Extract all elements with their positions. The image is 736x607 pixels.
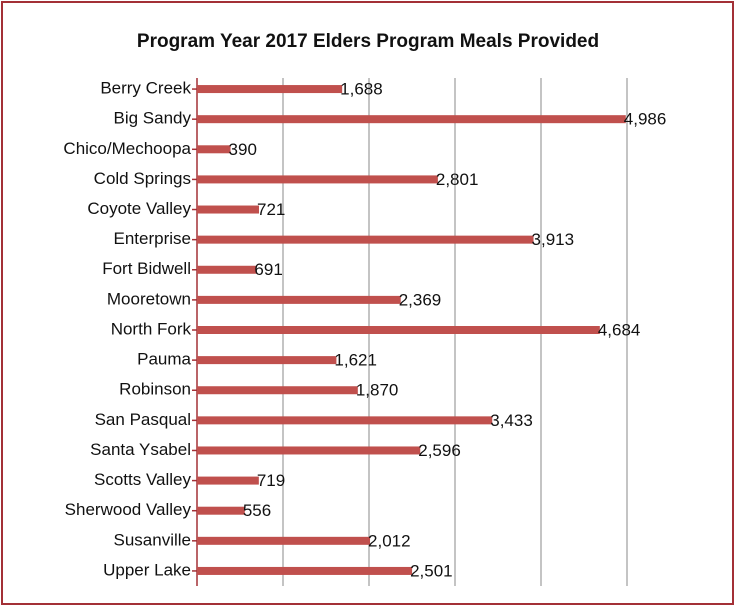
bar bbox=[197, 326, 600, 334]
data-label: 2,801 bbox=[436, 170, 479, 189]
data-label: 1,688 bbox=[340, 80, 383, 99]
data-label: 4,684 bbox=[598, 320, 641, 339]
y-tick-label: Coyote Valley bbox=[87, 199, 191, 218]
y-tick-label: Cold Springs bbox=[94, 169, 191, 188]
chart-title: Program Year 2017 Elders Program Meals P… bbox=[137, 31, 599, 52]
data-label: 691 bbox=[254, 260, 282, 279]
y-tick-label: Enterprise bbox=[114, 229, 191, 248]
y-tick-label: Scotts Valley bbox=[94, 470, 192, 489]
data-label: 1,870 bbox=[356, 381, 399, 400]
bar bbox=[197, 115, 626, 124]
data-label: 719 bbox=[257, 471, 285, 490]
y-tick-label: Santa Ysabel bbox=[90, 440, 191, 459]
bar bbox=[197, 295, 401, 304]
bar bbox=[197, 356, 337, 365]
bar bbox=[197, 416, 493, 425]
data-label: 3,913 bbox=[532, 230, 575, 249]
data-label: 556 bbox=[243, 501, 271, 520]
y-tick-label: Berry Creek bbox=[100, 79, 191, 98]
bar bbox=[197, 175, 438, 184]
y-tick-label: Chico/Mechoopa bbox=[63, 139, 191, 158]
data-label: 4,986 bbox=[624, 110, 667, 129]
bar bbox=[197, 536, 371, 545]
data-label: 3,433 bbox=[490, 411, 533, 430]
y-tick-label: Fort Bidwell bbox=[102, 259, 191, 278]
y-tick-label: Susanville bbox=[114, 530, 192, 549]
data-label: 2,369 bbox=[399, 290, 442, 309]
bar bbox=[197, 205, 260, 214]
bar bbox=[197, 235, 534, 244]
bar bbox=[197, 476, 259, 485]
data-label: 721 bbox=[257, 200, 285, 219]
y-tick-label: Robinson bbox=[119, 380, 191, 399]
bar bbox=[197, 506, 245, 515]
y-tick-label: Upper Lake bbox=[103, 560, 191, 579]
y-tick-label: North Fork bbox=[111, 319, 192, 338]
bar bbox=[197, 386, 358, 395]
bar bbox=[197, 145, 231, 154]
bar bbox=[197, 446, 421, 455]
y-tick-label: Pauma bbox=[137, 350, 191, 369]
data-label: 390 bbox=[229, 140, 257, 159]
data-label: 2,501 bbox=[410, 561, 453, 580]
y-tick-label: Big Sandy bbox=[114, 109, 192, 128]
data-label: 2,596 bbox=[418, 441, 461, 460]
bar bbox=[197, 265, 257, 274]
y-tick-label: Mooretown bbox=[107, 289, 191, 308]
bar bbox=[197, 566, 413, 575]
y-tick-label: Sherwood Valley bbox=[65, 500, 192, 519]
data-label: 2,012 bbox=[368, 531, 411, 550]
bar bbox=[197, 85, 343, 94]
y-tick-label: San Pasqual bbox=[95, 410, 191, 429]
data-label: 1,621 bbox=[334, 351, 377, 370]
